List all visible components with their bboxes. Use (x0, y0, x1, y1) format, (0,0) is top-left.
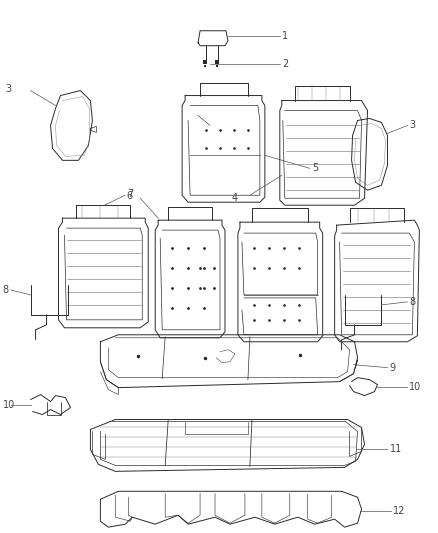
Text: 5: 5 (312, 163, 318, 173)
Text: 10: 10 (410, 382, 422, 392)
Text: 8: 8 (410, 297, 416, 307)
Text: 11: 11 (389, 445, 402, 455)
Text: 10: 10 (3, 400, 15, 409)
Text: 6: 6 (126, 191, 132, 201)
Text: 8: 8 (3, 285, 9, 295)
Text: 3: 3 (410, 120, 416, 131)
Text: 3: 3 (6, 84, 12, 94)
Text: 4: 4 (232, 193, 238, 203)
Text: 1: 1 (282, 31, 288, 41)
Text: 9: 9 (389, 362, 396, 373)
Text: 12: 12 (393, 506, 406, 516)
Text: 7: 7 (127, 189, 134, 199)
Text: 2: 2 (282, 59, 288, 69)
